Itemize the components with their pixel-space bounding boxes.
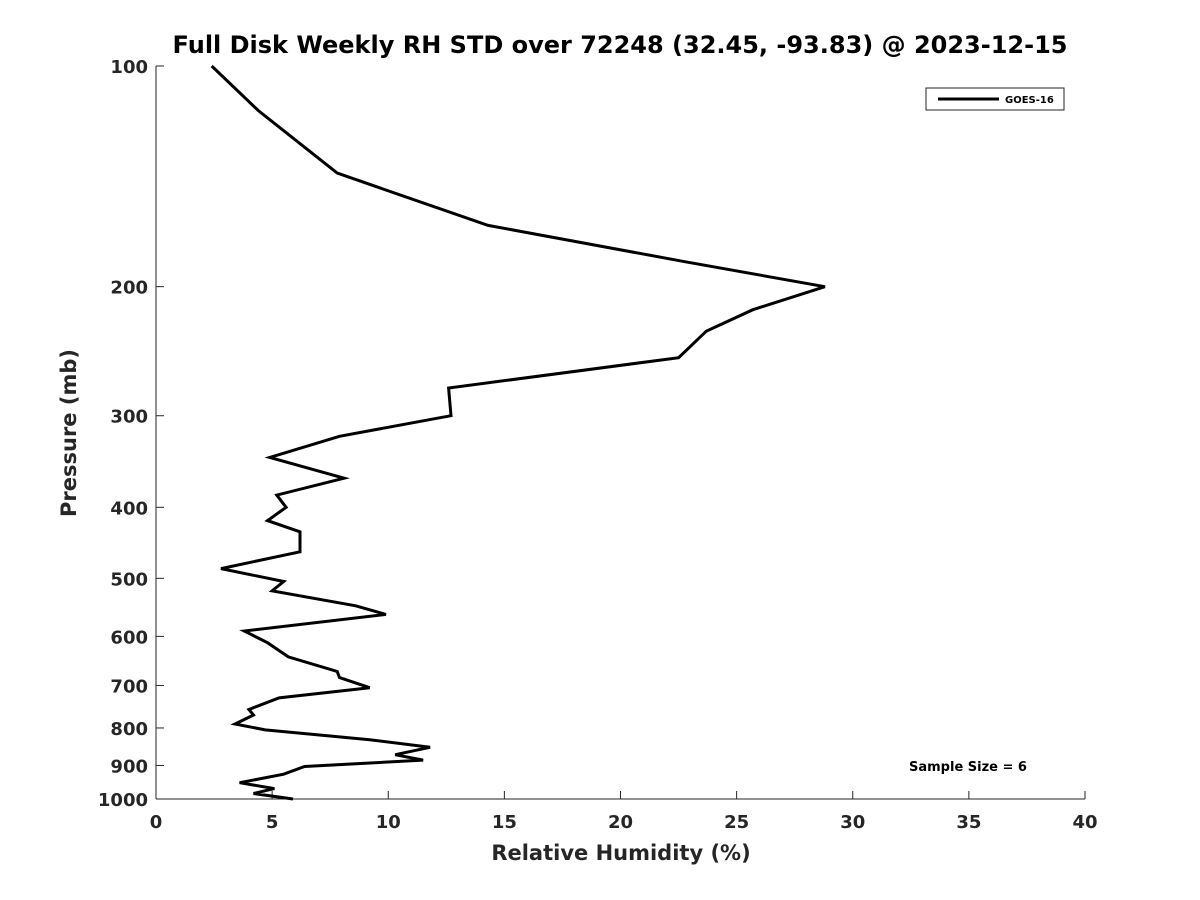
series-lines bbox=[210, 64, 826, 801]
chart-title: Full Disk Weekly RH STD over 72248 (32.4… bbox=[173, 31, 1068, 59]
y-tick-label: 300 bbox=[110, 407, 148, 428]
x-axis-label: Relative Humidity (%) bbox=[491, 841, 750, 865]
x-tick-label: 10 bbox=[376, 812, 401, 833]
x-tick-label: 40 bbox=[1072, 812, 1097, 833]
y-tick-label: 1000 bbox=[98, 790, 148, 811]
x-tick-label: 5 bbox=[266, 812, 279, 833]
x-tick-label: 20 bbox=[608, 812, 633, 833]
x-tick-label: 35 bbox=[956, 812, 981, 833]
x-tick-label: 15 bbox=[492, 812, 517, 833]
y-tick-label: 800 bbox=[110, 719, 148, 740]
y-axis-label: Pressure (mb) bbox=[57, 349, 81, 517]
y-tick-label: 600 bbox=[110, 627, 148, 648]
series-line-goes-16 bbox=[210, 64, 826, 801]
x-tick-label: 25 bbox=[724, 812, 749, 833]
y-tick-label: 100 bbox=[110, 57, 148, 78]
y-tick-label: 700 bbox=[110, 676, 148, 697]
y-tick-label: 200 bbox=[110, 278, 148, 299]
x-tick-label: 0 bbox=[150, 812, 163, 833]
sample-size-annotation: Sample Size = 6 bbox=[909, 760, 1027, 775]
y-tick-label: 500 bbox=[110, 569, 148, 590]
legend-label-goes-16: GOES-16 bbox=[1005, 95, 1054, 106]
plot-area: 0 5 10 15 20 25 30 35 40 100 200 300 400 500 600 700 80… bbox=[98, 57, 1098, 833]
y-tick-label: 400 bbox=[110, 498, 148, 519]
legend: GOES-16 bbox=[925, 87, 1065, 111]
y-axis-ticks: 100 200 300 400 500 600 700 800 900 1000 bbox=[98, 57, 164, 811]
x-tick-label: 30 bbox=[840, 812, 865, 833]
x-axis-ticks: 0 5 10 15 20 25 30 35 40 bbox=[150, 791, 1098, 833]
y-tick-label: 900 bbox=[110, 756, 148, 777]
